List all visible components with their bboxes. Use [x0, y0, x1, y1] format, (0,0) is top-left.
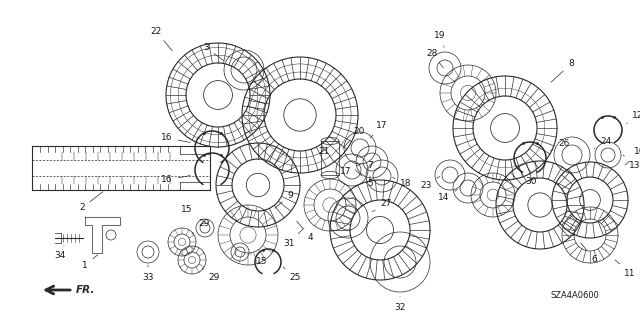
Text: 27: 27: [372, 199, 392, 211]
Text: 16: 16: [161, 175, 190, 184]
Text: 15: 15: [181, 205, 198, 218]
Text: 25: 25: [283, 267, 301, 283]
Text: 24: 24: [595, 137, 612, 149]
Text: 33: 33: [142, 265, 154, 281]
Text: 17: 17: [370, 122, 388, 138]
Text: 19: 19: [435, 32, 445, 48]
Text: FR.: FR.: [76, 285, 95, 295]
Text: 23: 23: [420, 176, 440, 189]
Text: 28: 28: [426, 48, 444, 68]
Text: 30: 30: [520, 176, 537, 188]
Text: 9: 9: [275, 190, 293, 208]
Text: 20: 20: [343, 127, 365, 148]
Text: 15: 15: [250, 254, 268, 266]
Text: 34: 34: [54, 246, 66, 261]
Text: 5: 5: [355, 170, 373, 188]
Text: 29: 29: [192, 219, 210, 234]
Text: SZA4A0600: SZA4A0600: [550, 291, 600, 300]
Text: 8: 8: [551, 60, 574, 82]
Text: 32: 32: [394, 297, 406, 311]
Text: 18: 18: [392, 177, 412, 189]
Bar: [321, 141, 339, 175]
Text: 29: 29: [202, 268, 220, 283]
Text: 16: 16: [161, 133, 190, 143]
Text: 6: 6: [580, 243, 597, 263]
Text: 4: 4: [297, 221, 313, 241]
Text: 1: 1: [82, 255, 98, 270]
Text: 12: 12: [627, 112, 640, 123]
Text: 17: 17: [340, 163, 362, 176]
Text: 11: 11: [615, 260, 636, 278]
Text: 21: 21: [318, 147, 342, 168]
Text: 3: 3: [203, 43, 224, 60]
Text: 7: 7: [367, 161, 373, 182]
Text: 2: 2: [79, 192, 103, 212]
Text: 31: 31: [284, 228, 304, 248]
Text: 14: 14: [438, 189, 458, 203]
Text: 10: 10: [625, 147, 640, 165]
Text: 26: 26: [550, 139, 570, 151]
Text: 22: 22: [150, 26, 172, 51]
Text: 13: 13: [623, 155, 640, 169]
